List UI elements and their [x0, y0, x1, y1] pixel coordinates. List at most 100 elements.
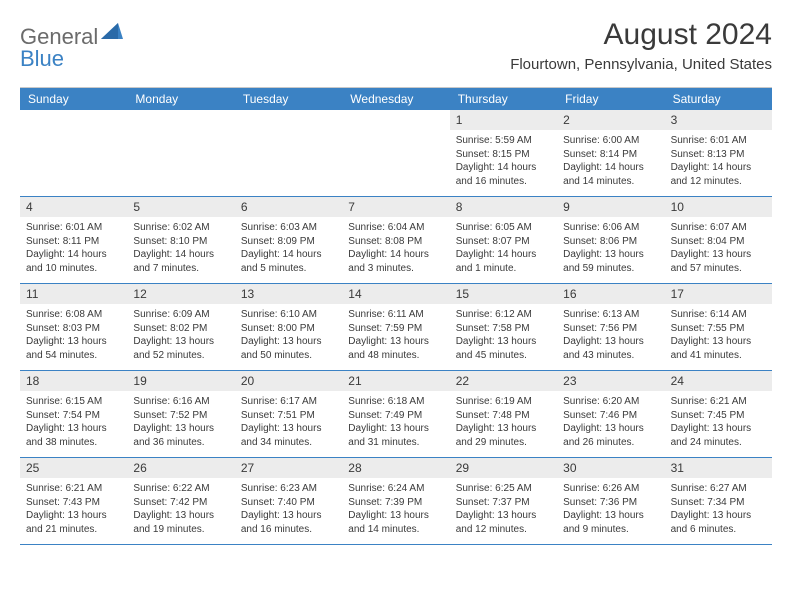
week-row: 11Sunrise: 6:08 AMSunset: 8:03 PMDayligh… [20, 284, 772, 371]
day-number: 16 [557, 284, 664, 304]
sunset-text: Sunset: 7:59 PM [348, 322, 443, 336]
day-content: Sunrise: 6:27 AMSunset: 7:34 PMDaylight:… [665, 478, 772, 540]
sunrise-text: Sunrise: 6:21 AM [26, 482, 121, 496]
calendar: SundayMondayTuesdayWednesdayThursdayFrid… [20, 87, 772, 545]
day-cell: 27Sunrise: 6:23 AMSunset: 7:40 PMDayligh… [235, 458, 342, 544]
header: General August 2024 Flourtown, Pennsylva… [20, 18, 772, 73]
sunrise-text: Sunrise: 6:04 AM [348, 221, 443, 235]
day-number [235, 110, 342, 129]
day-cell: 18 Sunrise: 6:15 AMSunset: 7:54 PMDayligh… [20, 371, 127, 457]
sunset-text: Sunset: 7:49 PM [348, 409, 443, 423]
sunset-text: Sunset: 8:13 PM [671, 148, 766, 162]
sunrise-text: Sunrise: 6:22 AM [133, 482, 228, 496]
day-cell: 28Sunrise: 6:24 AMSunset: 7:39 PMDayligh… [342, 458, 449, 544]
day-number: 27 [235, 458, 342, 478]
sunset-text: Sunset: 8:11 PM [26, 235, 121, 249]
sunrise-text: Sunrise: 6:01 AM [26, 221, 121, 235]
day-content: Sunrise: 6:06 AMSunset: 8:06 PMDaylight:… [557, 217, 664, 279]
day-number: 24 [665, 371, 772, 391]
day-number: 18 [20, 371, 127, 391]
day-number: 23 [557, 371, 664, 391]
daylight-text: Daylight: 13 hours and 48 minutes. [348, 335, 443, 362]
sunrise-text: Sunrise: 6:05 AM [456, 221, 551, 235]
daylight-text: Daylight: 13 hours and 38 minutes. [26, 422, 121, 449]
sunset-text: Sunset: 7:48 PM [456, 409, 551, 423]
day-content: Sunrise: 6:00 AMSunset: 8:14 PMDaylight:… [557, 130, 664, 192]
day-content: Sunrise: 6:09 AMSunset: 8:02 PMDaylight:… [127, 304, 234, 366]
day-cell: 19Sunrise: 6:16 AMSunset: 7:52 PMDayligh… [127, 371, 234, 457]
day-cell: 12Sunrise: 6:09 AMSunset: 8:02 PMDayligh… [127, 284, 234, 370]
sunset-text: Sunset: 8:00 PM [241, 322, 336, 336]
sunrise-text: Sunrise: 6:01 AM [671, 134, 766, 148]
day-number: 26 [127, 458, 234, 478]
day-content: Sunrise: 6:18 AMSunset: 7:49 PMDaylight:… [342, 391, 449, 453]
day-cell: 26Sunrise: 6:22 AMSunset: 7:42 PMDayligh… [127, 458, 234, 544]
day-number: 6 [235, 197, 342, 217]
sunrise-text: Sunrise: 5:59 AM [456, 134, 551, 148]
weeks-container: 1Sunrise: 5:59 AMSunset: 8:15 PMDaylight… [20, 110, 772, 545]
logo-blue-row: Blue [20, 46, 64, 72]
sunset-text: Sunset: 7:58 PM [456, 322, 551, 336]
sunset-text: Sunset: 7:52 PM [133, 409, 228, 423]
sunrise-text: Sunrise: 6:08 AM [26, 308, 121, 322]
daylight-text: Daylight: 13 hours and 43 minutes. [563, 335, 658, 362]
day-content: Sunrise: 6:24 AMSunset: 7:39 PMDaylight:… [342, 478, 449, 540]
sunset-text: Sunset: 8:15 PM [456, 148, 551, 162]
sunset-text: Sunset: 8:07 PM [456, 235, 551, 249]
day-cell: 31Sunrise: 6:27 AMSunset: 7:34 PMDayligh… [665, 458, 772, 544]
sunset-text: Sunset: 7:55 PM [671, 322, 766, 336]
week-row: 18Sunrise: 6:15 AMSunset: 7:54 PMDayligh… [20, 371, 772, 458]
day-cell: 24Sunrise: 6:21 AMSunset: 7:45 PMDayligh… [665, 371, 772, 457]
sunrise-text: Sunrise: 6:15 AM [26, 395, 121, 409]
sunset-text: Sunset: 8:04 PM [671, 235, 766, 249]
day-cell: 4Sunrise: 6:01 AMSunset: 8:11 PMDaylight… [20, 197, 127, 283]
daylight-text: Daylight: 14 hours and 12 minutes. [671, 161, 766, 188]
daylight-text: Daylight: 13 hours and 26 minutes. [563, 422, 658, 449]
sunset-text: Sunset: 7:45 PM [671, 409, 766, 423]
day-number: 10 [665, 197, 772, 217]
daylight-text: Daylight: 13 hours and 24 minutes. [671, 422, 766, 449]
day-number: 7 [342, 197, 449, 217]
daylight-text: Daylight: 14 hours and 16 minutes. [456, 161, 551, 188]
day-cell [127, 110, 234, 196]
day-number: 2 [557, 110, 664, 130]
day-cell: 2Sunrise: 6:00 AMSunset: 8:14 PMDaylight… [557, 110, 664, 196]
title-block: August 2024 Flourtown, Pennsylvania, Uni… [510, 18, 772, 73]
daylight-text: Daylight: 13 hours and 45 minutes. [456, 335, 551, 362]
day-cell: 6Sunrise: 6:03 AMSunset: 8:09 PMDaylight… [235, 197, 342, 283]
day-cell: 20Sunrise: 6:17 AMSunset: 7:51 PMDayligh… [235, 371, 342, 457]
day-content: Sunrise: 6:01 AMSunset: 8:11 PMDaylight:… [20, 217, 127, 279]
sunset-text: Sunset: 8:10 PM [133, 235, 228, 249]
day-content: Sunrise: 6:13 AMSunset: 7:56 PMDaylight:… [557, 304, 664, 366]
day-content: Sunrise: 6:21 AMSunset: 7:43 PMDaylight:… [20, 478, 127, 540]
sunset-text: Sunset: 7:43 PM [26, 496, 121, 510]
day-cell: 3Sunrise: 6:01 AMSunset: 8:13 PMDaylight… [665, 110, 772, 196]
sunrise-text: Sunrise: 6:23 AM [241, 482, 336, 496]
day-content: Sunrise: 6:17 AMSunset: 7:51 PMDaylight:… [235, 391, 342, 453]
day-cell: 16Sunrise: 6:13 AMSunset: 7:56 PMDayligh… [557, 284, 664, 370]
daylight-text: Daylight: 14 hours and 14 minutes. [563, 161, 658, 188]
sunrise-text: Sunrise: 6:03 AM [241, 221, 336, 235]
day-cell: 15Sunrise: 6:12 AMSunset: 7:58 PMDayligh… [450, 284, 557, 370]
day-number: 19 [127, 371, 234, 391]
day-number: 9 [557, 197, 664, 217]
sunrise-text: Sunrise: 6:27 AM [671, 482, 766, 496]
day-content: Sunrise: 6:07 AMSunset: 8:04 PMDaylight:… [665, 217, 772, 279]
day-number: 17 [665, 284, 772, 304]
day-number: 1 [450, 110, 557, 130]
location-text: Flourtown, Pennsylvania, United States [510, 56, 772, 73]
sunset-text: Sunset: 7:36 PM [563, 496, 658, 510]
week-row: 4Sunrise: 6:01 AMSunset: 8:11 PMDaylight… [20, 197, 772, 284]
day-number: 13 [235, 284, 342, 304]
daylight-text: Daylight: 13 hours and 29 minutes. [456, 422, 551, 449]
day-number: 15 [450, 284, 557, 304]
day-cell: 14Sunrise: 6:11 AMSunset: 7:59 PMDayligh… [342, 284, 449, 370]
sunset-text: Sunset: 7:54 PM [26, 409, 121, 423]
sunrise-text: Sunrise: 6:20 AM [563, 395, 658, 409]
sunrise-text: Sunrise: 6:10 AM [241, 308, 336, 322]
day-content: Sunrise: 6:16 AMSunset: 7:52 PMDaylight:… [127, 391, 234, 453]
day-number: 8 [450, 197, 557, 217]
daylight-text: Daylight: 13 hours and 54 minutes. [26, 335, 121, 362]
day-cell: 11Sunrise: 6:08 AMSunset: 8:03 PMDayligh… [20, 284, 127, 370]
day-content: Sunrise: 6:05 AMSunset: 8:07 PMDaylight:… [450, 217, 557, 279]
